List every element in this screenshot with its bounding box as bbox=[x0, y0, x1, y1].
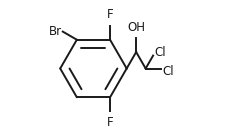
Text: Br: Br bbox=[48, 25, 62, 38]
Text: Cl: Cl bbox=[162, 65, 174, 78]
Text: F: F bbox=[107, 116, 113, 129]
Text: F: F bbox=[107, 8, 113, 21]
Text: OH: OH bbox=[127, 21, 145, 34]
Text: Cl: Cl bbox=[154, 46, 166, 59]
